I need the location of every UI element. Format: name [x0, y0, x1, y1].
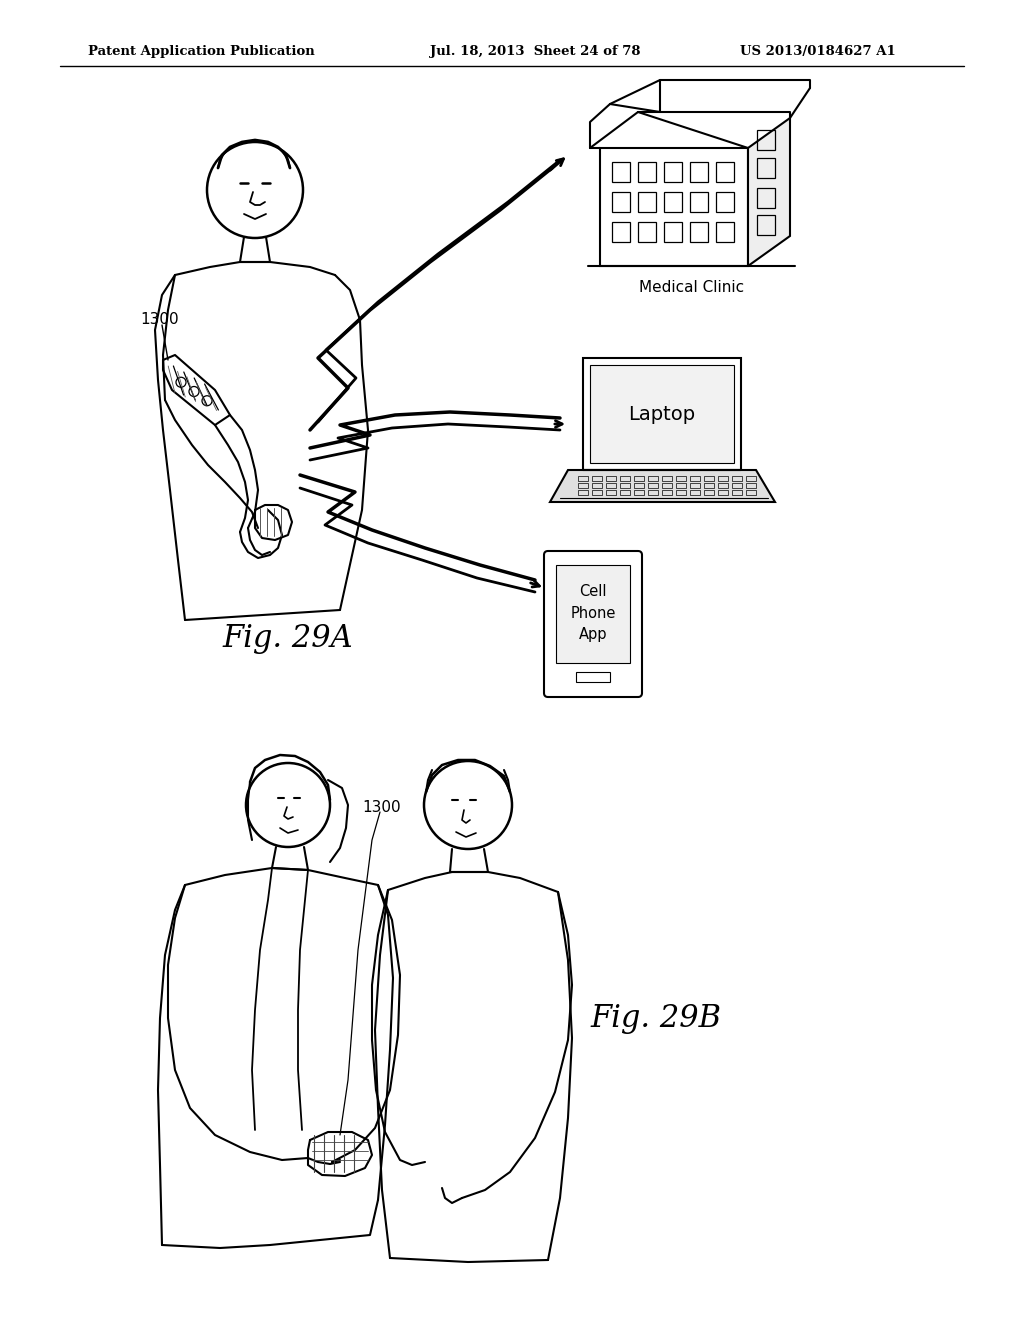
Bar — [606, 483, 616, 488]
Bar — [716, 162, 734, 182]
Bar — [612, 222, 630, 242]
Bar — [634, 490, 644, 495]
Bar — [705, 483, 714, 488]
Bar — [583, 358, 741, 470]
Bar — [664, 222, 682, 242]
Bar — [690, 490, 700, 495]
Bar — [690, 483, 700, 488]
Bar — [638, 191, 656, 213]
Bar — [757, 158, 775, 178]
Bar — [648, 490, 658, 495]
Text: Fig. 29B: Fig. 29B — [590, 1002, 721, 1034]
Bar — [592, 483, 602, 488]
Bar — [746, 490, 756, 495]
Polygon shape — [748, 117, 790, 267]
Bar — [705, 477, 714, 480]
Bar — [690, 191, 708, 213]
Bar — [606, 477, 616, 480]
Bar — [732, 477, 742, 480]
Bar — [606, 490, 616, 495]
Bar — [556, 565, 630, 663]
Bar — [592, 490, 602, 495]
Text: Cell
Phone
App: Cell Phone App — [570, 585, 615, 642]
Bar — [746, 483, 756, 488]
Bar — [757, 215, 775, 235]
Text: Jul. 18, 2013  Sheet 24 of 78: Jul. 18, 2013 Sheet 24 of 78 — [430, 45, 640, 58]
Bar — [757, 187, 775, 209]
Bar — [638, 222, 656, 242]
Bar — [662, 490, 672, 495]
Bar — [690, 477, 700, 480]
Bar — [718, 483, 728, 488]
Bar — [716, 222, 734, 242]
Bar — [590, 366, 734, 463]
Bar — [718, 477, 728, 480]
Text: 1300: 1300 — [140, 313, 178, 327]
Bar — [620, 483, 630, 488]
Bar — [578, 477, 588, 480]
Bar — [662, 483, 672, 488]
Bar — [634, 477, 644, 480]
Bar — [634, 483, 644, 488]
Bar — [648, 477, 658, 480]
Bar — [664, 162, 682, 182]
Bar — [664, 191, 682, 213]
Bar — [620, 490, 630, 495]
Bar — [620, 477, 630, 480]
Text: 1300: 1300 — [362, 800, 400, 816]
Bar — [592, 477, 602, 480]
Bar — [612, 191, 630, 213]
Bar — [662, 477, 672, 480]
Bar — [676, 490, 686, 495]
Bar — [600, 148, 748, 267]
Text: US 2013/0184627 A1: US 2013/0184627 A1 — [740, 45, 896, 58]
Bar — [746, 477, 756, 480]
Text: Fig. 29A: Fig. 29A — [222, 623, 352, 653]
Polygon shape — [550, 470, 775, 502]
Bar — [716, 191, 734, 213]
Bar — [705, 490, 714, 495]
Bar — [732, 490, 742, 495]
Bar — [757, 129, 775, 150]
Bar — [648, 483, 658, 488]
Text: Patent Application Publication: Patent Application Publication — [88, 45, 314, 58]
Bar — [575, 672, 610, 682]
FancyBboxPatch shape — [544, 550, 642, 697]
Bar — [638, 162, 656, 182]
Bar — [676, 483, 686, 488]
Bar — [690, 162, 708, 182]
Bar — [718, 490, 728, 495]
Bar — [578, 490, 588, 495]
Bar — [676, 477, 686, 480]
Bar — [690, 222, 708, 242]
Text: Medical Clinic: Medical Clinic — [639, 280, 744, 294]
Bar — [732, 483, 742, 488]
Bar — [612, 162, 630, 182]
Bar — [578, 483, 588, 488]
Text: Laptop: Laptop — [629, 404, 695, 424]
